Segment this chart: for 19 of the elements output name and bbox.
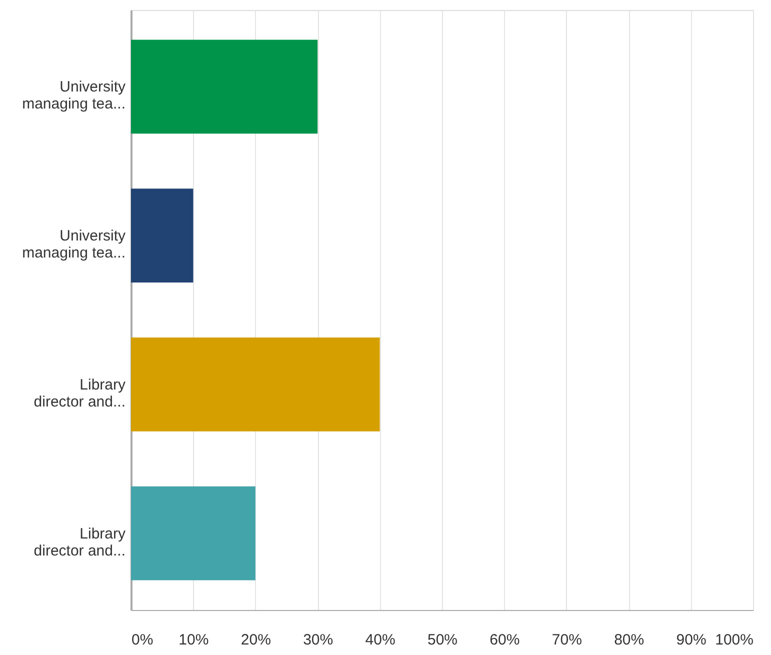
x-tick-label: 0% bbox=[132, 632, 154, 648]
bar bbox=[131, 40, 318, 134]
bar bbox=[131, 486, 256, 580]
x-tick-label: 60% bbox=[490, 632, 520, 648]
x-tick-label: 80% bbox=[614, 632, 644, 648]
x-tick-label: 50% bbox=[427, 632, 458, 648]
x-tick-label: 100% bbox=[715, 632, 754, 648]
x-tick-label: 10% bbox=[178, 632, 209, 648]
x-tick-label: 40% bbox=[365, 632, 396, 648]
x-tick-label: 20% bbox=[240, 632, 271, 648]
y-tick-label: University managing tea... bbox=[22, 78, 126, 113]
x-tick-label: 30% bbox=[303, 632, 334, 648]
y-tick-label: Library director and... bbox=[34, 525, 126, 560]
x-tick-label: 90% bbox=[676, 632, 706, 648]
bar bbox=[131, 338, 380, 432]
x-tick-label: 70% bbox=[552, 632, 582, 648]
y-tick-label: Library director and... bbox=[34, 376, 126, 410]
bar bbox=[131, 188, 194, 282]
y-tick-label: University managing tea... bbox=[22, 228, 126, 262]
